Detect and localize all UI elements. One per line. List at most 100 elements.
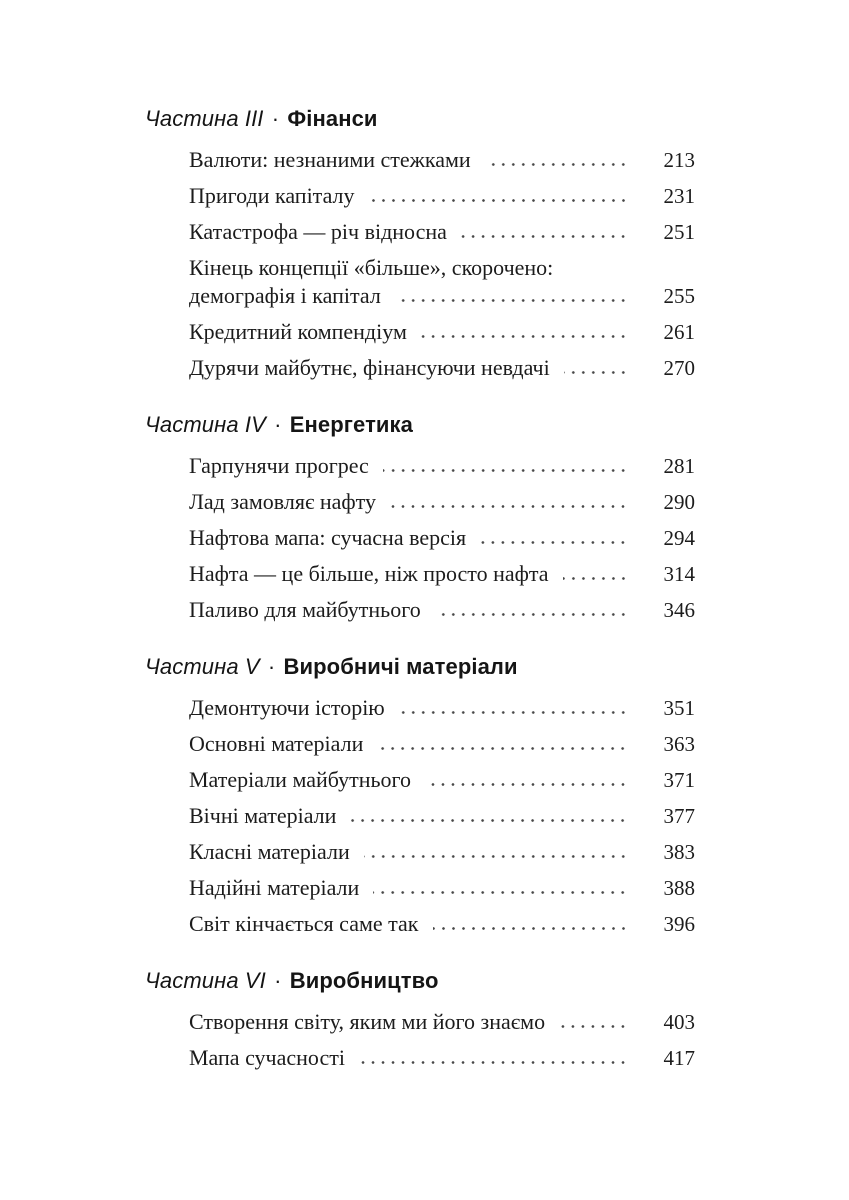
chapter-row: Кредитний компендіум 261 [189,318,695,346]
toc-entry: Світ кінчається саме так 396 [189,910,695,938]
chapter-page-number: 213 [663,148,696,172]
chapter-row: Нафтова мапа: сучасна версія 294 [189,524,695,552]
chapter-title: Катастрофа — річ відносна [189,219,447,244]
chapter-title: Мапа сучасності [189,1045,345,1070]
chapter-title: Створення світу, яким ми його знаємо [189,1009,546,1034]
chapter-list: Створення світу, яким ми його знаємо 403 М… [145,1008,695,1072]
chapter-page-number: 363 [663,732,696,756]
chapter-row: Валюти: незнаними стежками 213 [189,146,695,174]
chapter-page-number: 346 [663,598,696,622]
dot-leader [390,504,631,509]
dot-leader [563,370,631,375]
dot-leader [480,540,631,545]
part-label: Частина IV [145,412,266,437]
chapter-row: Мапа сучасності 417 [189,1044,695,1072]
chapter-row: Вічні матеріали 377 [189,802,695,830]
chapter-list: Гарпунячи прогрес 281 Лад замовляє нафту 29… [145,452,695,624]
dot-leader [373,890,631,895]
chapter-page-number: 417 [663,1046,696,1070]
chapter-title: Кредитний компендіум [189,319,407,344]
toc-entry: Пригоди капіталу 231 [189,182,695,210]
dot-leader [363,854,631,859]
toc-entry: Створення світу, яким ми його знаємо 403 [189,1008,695,1036]
toc-entry: Матеріали майбутнього 371 [189,766,695,794]
toc-entry: Демонтуючи історію 351 [189,694,695,722]
chapter-title: Основні матеріали [189,731,364,756]
dot-leader [460,234,631,239]
dot-leader [358,1060,631,1065]
dot-leader [425,782,631,787]
chapter-row: Гарпунячи прогрес 281 [189,452,695,480]
chapter-row: Демонтуючи історію 351 [189,694,695,722]
chapter-list: Демонтуючи історію 351 Основні матеріали 36… [145,694,695,938]
chapter-title: Лад замовляє нафту [189,489,377,514]
dot-leader [484,162,631,167]
dot-leader [562,576,631,581]
chapter-row: Створення світу, яким ми його знаємо 403 [189,1008,695,1036]
toc-entry: Нафтова мапа: сучасна версія 294 [189,524,695,552]
chapter-title: Світ кінчається саме так [189,911,419,936]
chapter-row: Основні матеріали 363 [189,730,695,758]
chapter-title-line1: Кінець концепції «більше», скорочено: [189,255,554,280]
part-heading: Частина III · Фінанси [145,104,695,134]
chapter-row: Світ кінчається саме так 396 [189,910,695,938]
part-separator-dot: · [267,412,288,437]
part-title: Виробництво [289,968,439,993]
chapter-page-number: 396 [663,912,696,936]
chapter-row: Паливо для майбутнього 346 [189,596,695,624]
chapter-page-number: 281 [663,454,696,478]
chapter-row: Надійні матеріали 388 [189,874,695,902]
toc-entry: Валюти: незнаними стежками 213 [189,146,695,174]
chapter-page-number: 261 [663,320,696,344]
chapter-page-number: 403 [663,1010,696,1034]
chapter-title: Вічні матеріали [189,803,337,828]
chapter-title: Паливо для майбутнього [189,597,421,622]
chapter-page-number: 251 [663,220,696,244]
dot-leader [377,746,631,751]
chapter-title: Гарпунячи прогрес [189,453,369,478]
chapter-page-number: 314 [663,562,696,586]
dot-leader [394,298,631,303]
toc-entry: Класні матеріали 383 [189,838,695,866]
chapter-page-number: 290 [663,490,696,514]
toc-entry: Дурячи майбутнє, фінансуючи невдачі 270 [189,354,695,382]
dot-leader [432,926,631,931]
dot-leader [350,818,631,823]
toc-entry: Лад замовляє нафту 290 [189,488,695,516]
chapter-list: Валюти: незнаними стежками 213 Пригоди кап… [145,146,695,382]
chapter-row: Дурячи майбутнє, фінансуючи невдачі 270 [189,354,695,382]
chapter-title: Дурячи майбутнє, фінансуючи невдачі [189,355,550,380]
chapter-page-number: 255 [663,284,696,308]
chapter-page-number: 388 [663,876,696,900]
toc-part: Частина V · Виробничі матеріали Демонтуюч… [145,652,695,938]
chapter-page-number: 371 [663,768,696,792]
toc-entry: Кінець концепції «більше», скорочено: дем… [189,254,695,310]
toc-entry: Основні матеріали 363 [189,730,695,758]
toc-entry: Нафта — це більше, ніж просто нафта 314 [189,560,695,588]
chapter-title: Нафта — це більше, ніж просто нафта [189,561,549,586]
chapter-title: Демонтуючи історію [189,695,385,720]
chapter-row: демографія і капітал 255 [189,282,695,310]
dot-leader [382,468,631,473]
chapter-page-number: 270 [663,356,696,380]
toc-part: Частина VI · Виробництво Створення світу,… [145,966,695,1072]
chapter-page-number: 231 [663,184,696,208]
chapter-title: Класні матеріали [189,839,350,864]
toc-entry: Мапа сучасності 417 [189,1044,695,1072]
chapter-row: Нафта — це більше, ніж просто нафта 314 [189,560,695,588]
toc-entry: Вічні матеріали 377 [189,802,695,830]
chapter-title: Нафтова мапа: сучасна версія [189,525,467,550]
chapter-page-number: 351 [663,696,696,720]
chapter-page-number: 377 [663,804,696,828]
toc-entry: Кредитний компендіум 261 [189,318,695,346]
dot-leader [434,612,631,617]
chapter-row: Пригоди капіталу 231 [189,182,695,210]
chapter-row: Катастрофа — річ відносна 251 [189,218,695,246]
part-separator-dot: · [267,968,288,993]
part-title: Виробничі матеріали [283,654,518,679]
dot-leader [368,198,631,203]
chapter-row: Лад замовляє нафту 290 [189,488,695,516]
chapter-row: Класні матеріали 383 [189,838,695,866]
toc-entry: Катастрофа — річ відносна 251 [189,218,695,246]
part-title: Енергетика [289,412,414,437]
